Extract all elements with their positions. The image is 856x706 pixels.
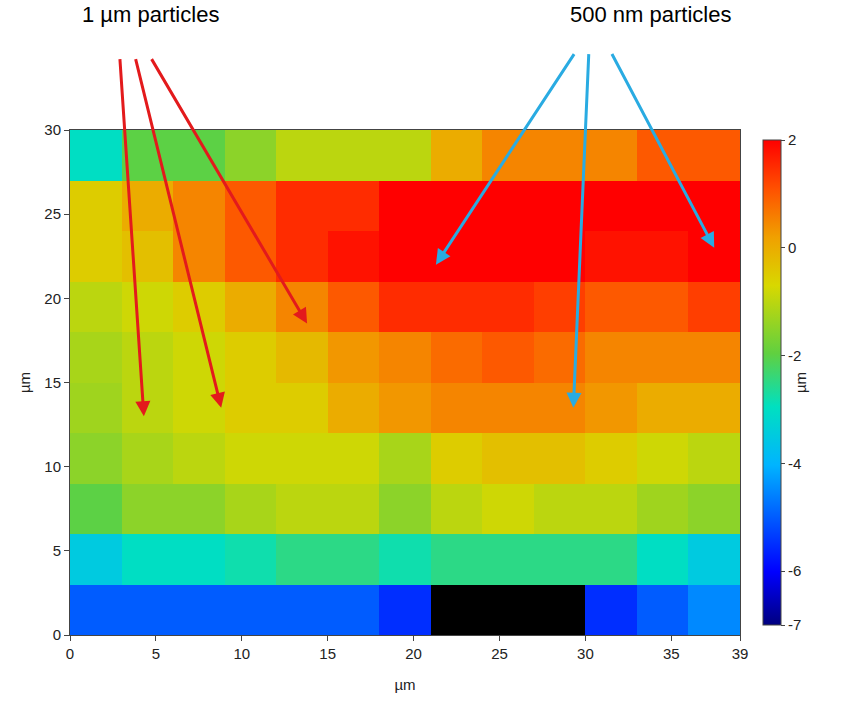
svg-text:5: 5 [152,645,160,662]
svg-text:25: 25 [491,645,508,662]
svg-text:15: 15 [44,374,61,391]
svg-text:-4: -4 [788,455,801,472]
svg-text:15: 15 [319,645,336,662]
svg-text:10: 10 [44,458,61,475]
svg-text:µm: µm [16,372,33,393]
svg-text:39: 39 [732,645,749,662]
svg-text:-2: -2 [788,347,801,364]
svg-text:30: 30 [577,645,594,662]
svg-text:1 µm particles: 1 µm particles [82,2,219,27]
svg-text:2: 2 [788,131,796,148]
svg-text:35: 35 [663,645,680,662]
svg-text:0: 0 [53,626,61,643]
svg-text:500 nm particles: 500 nm particles [570,2,731,27]
svg-text:10: 10 [233,645,250,662]
svg-text:µm: µm [394,676,415,693]
svg-text:0: 0 [788,239,796,256]
svg-text:5: 5 [53,542,61,559]
svg-text:0: 0 [66,645,74,662]
svg-text:20: 20 [44,290,61,307]
svg-text:-7: -7 [788,616,801,633]
svg-text:20: 20 [405,645,422,662]
svg-text:-6: -6 [788,562,801,579]
svg-text:25: 25 [44,205,61,222]
svg-text:µm: µm [792,372,809,393]
svg-text:30: 30 [44,121,61,138]
